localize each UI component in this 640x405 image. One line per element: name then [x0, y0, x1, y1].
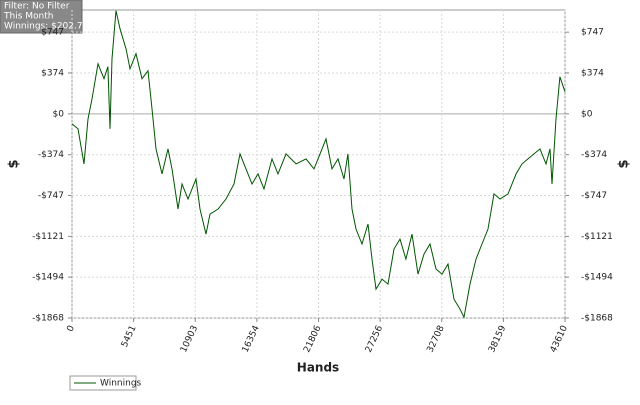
info-line: This Month	[3, 12, 53, 22]
y-tick-label: $374	[41, 68, 64, 78]
x-tick-label: 16354	[241, 324, 262, 354]
y-axis-title: $	[7, 159, 22, 168]
x-tick-label: 5451	[120, 324, 139, 349]
x-axis-title: Hands	[297, 361, 339, 375]
y-tick-label: -$747	[38, 191, 64, 201]
x-tick-label: 32708	[426, 324, 447, 354]
x-tick-label: 38159	[487, 324, 508, 354]
y-tick-label-right: -$1121	[581, 232, 613, 242]
data-line	[71, 10, 566, 319]
x-tick-label: 43610	[549, 324, 570, 354]
legend-box	[69, 375, 137, 391]
legend-label: Winnings	[100, 379, 142, 389]
y-tick-label-right: $747	[581, 28, 604, 38]
legend: Winnings	[69, 375, 142, 391]
y-tick-label-right: -$1494	[581, 273, 613, 283]
y-tick-label: -$374	[38, 150, 64, 160]
x-tick-label: 0	[65, 324, 77, 334]
info-box: Filter: No Filter This Month Winnings: $…	[0, 0, 88, 34]
info-background	[0, 0, 83, 34]
y-tick-label: -$1868	[32, 314, 64, 324]
y-tick-label-right: -$1868	[581, 314, 613, 324]
info-line: Filter: No Filter	[4, 2, 70, 12]
x-tick-label: 10903	[179, 324, 200, 354]
y-tick-label-right: -$747	[581, 191, 607, 201]
x-tick-label: 27256	[364, 324, 385, 354]
y-tick-label: $747	[41, 28, 64, 38]
info-line: Winnings: $202.75	[4, 22, 88, 32]
x-tick-label: 21806	[302, 324, 323, 354]
y-tick-label: -$1494	[32, 273, 64, 283]
y-tick-label-right: $374	[581, 68, 604, 78]
y-axis-title-right: $	[617, 159, 632, 168]
y-tick-label-right: -$374	[581, 150, 607, 160]
y-tick-label: -$1121	[32, 232, 64, 242]
y-tick-label-right: $0	[581, 109, 593, 119]
y-tick-label: $0	[53, 109, 65, 119]
